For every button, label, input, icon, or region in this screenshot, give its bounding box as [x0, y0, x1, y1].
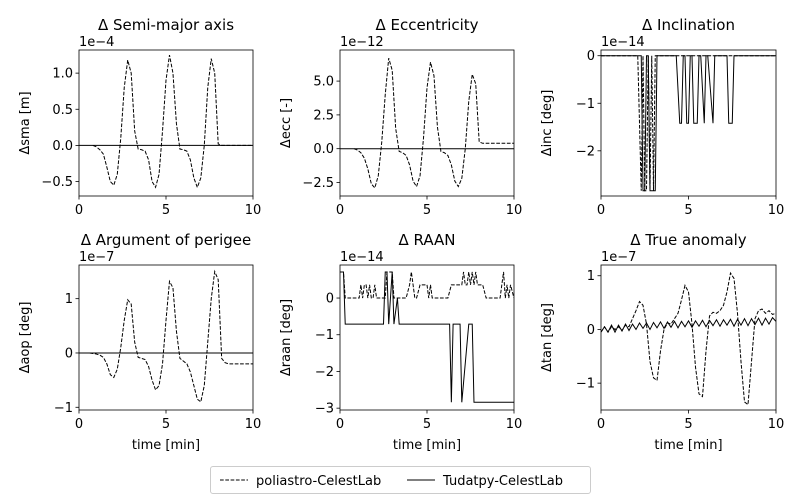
y-axis-label: Δraan [deg] — [279, 299, 294, 376]
offset-text: 1e−4 — [79, 35, 114, 50]
x-tick-label: 5 — [423, 203, 431, 218]
x-tick-label: 10 — [768, 417, 785, 432]
series-line-tudatpy — [601, 316, 776, 334]
x-tick-label: 0 — [75, 203, 83, 218]
subplot-1: 0 5 10 −0.5 0.0 0.5 1.0 1e−4Δ Semi-major axis Δs… — [18, 16, 261, 218]
x-tick-label: 10 — [245, 417, 262, 432]
x-tick-label: 0 — [597, 203, 605, 218]
x-tick-label: 0 — [75, 417, 83, 432]
x-axis-label: time [min] — [654, 438, 722, 453]
offset-text: 1e−14 — [340, 250, 384, 265]
y-tick-label: −2.5 — [302, 176, 334, 191]
y-tick-label: 0 — [65, 346, 73, 361]
legend-box — [210, 466, 591, 494]
axes-frame — [339, 49, 515, 197]
y-tick-label: 2.5 — [313, 108, 334, 123]
y-axis-label: Δecc [-] — [279, 98, 294, 148]
y-tick-label: −2 — [576, 144, 595, 159]
x-tick-label: 5 — [162, 417, 170, 432]
series-line-poliastro — [353, 57, 514, 189]
series-line-poliastro — [340, 271, 514, 299]
x-tick-label: 5 — [162, 203, 170, 218]
y-tick-label: 5.0 — [313, 75, 334, 90]
y-tick-label: 1 — [65, 292, 73, 307]
x-tick-label: 5 — [423, 417, 431, 432]
subplot-6: 0 5 10 −1 0 1 1e−7Δ True anomaly Δtan [deg] time… — [540, 231, 784, 453]
x-axis-label: time [min] — [393, 438, 461, 453]
y-tick-label: −2 — [315, 365, 334, 380]
x-tick-label: 5 — [684, 417, 692, 432]
y-axis-label: Δsma [m] — [18, 91, 33, 154]
chart-title: Δ Inclination — [642, 16, 735, 34]
y-tick-label: −1 — [54, 401, 73, 416]
legend-label-1: poliastro-CelestLab — [256, 474, 381, 489]
x-tick-label: 5 — [684, 203, 692, 218]
axes-frame — [78, 264, 254, 411]
series-line-poliastro — [92, 54, 253, 189]
y-axis-label: Δinc [deg] — [540, 90, 555, 157]
y-tick-label: 0 — [326, 292, 334, 307]
y-tick-label: −1 — [576, 377, 595, 392]
x-tick-label: 10 — [768, 203, 785, 218]
axes-frame — [600, 264, 777, 411]
series-line-poliastro — [79, 269, 253, 403]
offset-text: 1e−7 — [79, 250, 114, 265]
x-tick-label: 10 — [506, 203, 523, 218]
offset-text: 1e−14 — [601, 35, 645, 50]
y-tick-label: 1 — [587, 269, 595, 284]
subplot-5: 0 5 10 −3 −2 −1 0 1e−14 Δ RAAN Δraan [deg] time [m… — [279, 231, 522, 453]
x-axis-label: time [min] — [132, 438, 200, 453]
legend-label-2: Tudatpy-CelestLab — [442, 474, 563, 489]
y-tick-label: −1 — [576, 97, 595, 112]
subplot-3: 0 5 10 −2 −1 0 1e−14Δ Inclination Δinc [deg] — [540, 16, 784, 218]
legend: poliastro-CelestLab Tudatpy-CelestLab — [210, 466, 591, 494]
subplot-2: 0 5 10 −2.5 0.0 2.5 5.0 1e−12Δ Eccentricity Δecc… — [279, 16, 522, 218]
series-line-tudatpy — [340, 271, 514, 403]
x-tick-label: 0 — [597, 417, 605, 432]
x-tick-label: 0 — [336, 203, 344, 218]
series-line-tudatpy — [601, 55, 776, 192]
x-tick-label: 0 — [336, 417, 344, 432]
chart-title: Δ Argument of perigee — [81, 231, 252, 249]
y-tick-label: −1 — [315, 328, 334, 343]
y-tick-label: 0 — [587, 323, 595, 338]
y-tick-label: 1.0 — [52, 67, 73, 82]
offset-text: 1e−12 — [340, 35, 384, 50]
y-tick-label: 0.5 — [52, 103, 73, 118]
y-tick-label: 0 — [587, 49, 595, 64]
y-tick-label: 0.0 — [313, 142, 334, 157]
chart-title: Δ Semi-major axis — [98, 16, 234, 34]
x-tick-label: 10 — [506, 417, 523, 432]
y-tick-label: −0.5 — [41, 175, 73, 190]
chart-title: Δ True anomaly — [630, 231, 747, 249]
axes-frame — [78, 49, 254, 197]
series-line-poliastro — [601, 271, 776, 406]
chart-title: Δ Eccentricity — [375, 16, 478, 34]
y-tick-label: 0.0 — [52, 139, 73, 154]
y-axis-label: Δtan [deg] — [540, 303, 555, 372]
chart-title: Δ RAAN — [398, 231, 455, 249]
y-axis-label: Δaop [deg] — [18, 302, 33, 374]
y-tick-label: −3 — [315, 402, 334, 417]
offset-text: 1e−7 — [601, 250, 636, 265]
x-tick-label: 10 — [245, 203, 262, 218]
